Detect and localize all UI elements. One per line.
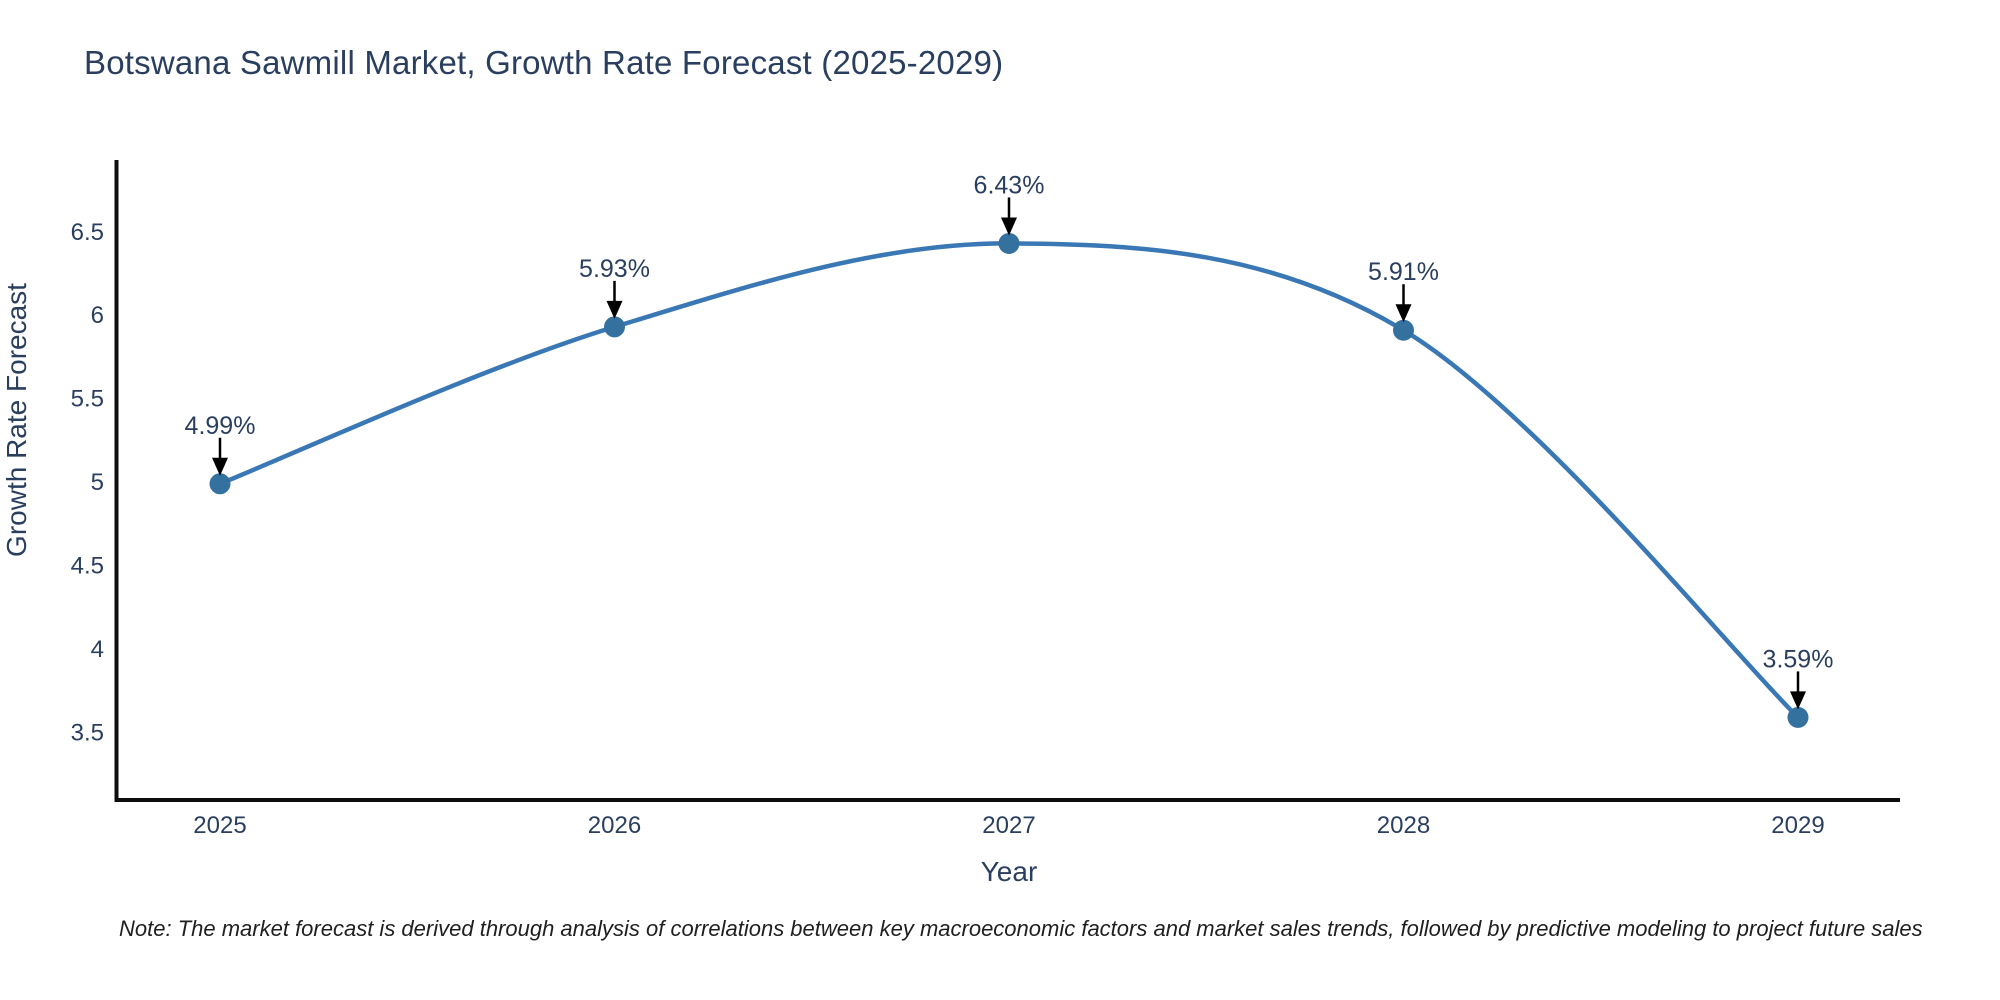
chart-footnote: Note: The market forecast is derived thr… <box>119 916 1923 941</box>
data-point-marker[interactable] <box>998 232 1020 254</box>
data-point-label: 5.93% <box>579 255 650 283</box>
data-point-marker[interactable] <box>209 473 231 495</box>
x-tick-label: 2025 <box>193 812 246 839</box>
data-point-label: 6.43% <box>974 171 1045 199</box>
y-axis-title: Growth Rate Forecast <box>1 283 32 557</box>
y-tick-label: 3.5 <box>71 719 104 746</box>
y-tick-label: 6.5 <box>71 219 104 246</box>
annotation-arrowhead <box>1395 304 1412 323</box>
annotation-arrowhead <box>212 457 228 476</box>
x-tick-label: 2027 <box>982 812 1035 839</box>
data-point-marker[interactable] <box>604 316 625 338</box>
trend-line <box>219 241 1800 719</box>
y-tick-label: 5 <box>91 469 104 496</box>
data-point-marker[interactable] <box>1393 319 1414 341</box>
y-tick-label: 4 <box>91 636 104 663</box>
y-tick-label: 4.5 <box>71 553 104 580</box>
data-point-label: 4.99% <box>185 412 256 440</box>
annotation-arrowhead <box>606 300 623 319</box>
x-axis-title: Year <box>981 856 1038 887</box>
data-point-label: 3.59% <box>1763 645 1834 673</box>
x-tick-label: 2028 <box>1377 812 1430 839</box>
x-tick-label: 2026 <box>588 812 641 839</box>
annotation-arrowhead <box>1790 691 1806 710</box>
x-tick-label: 2029 <box>1771 812 1824 839</box>
data-point-marker[interactable] <box>1787 706 1809 728</box>
chart-title: Botswana Sawmill Market, Growth Rate For… <box>84 44 1004 81</box>
y-tick-label: 6 <box>91 302 104 329</box>
annotation-arrowhead <box>1001 217 1017 236</box>
y-tick-label: 5.5 <box>71 386 104 413</box>
data-point-label: 5.91% <box>1368 258 1439 286</box>
